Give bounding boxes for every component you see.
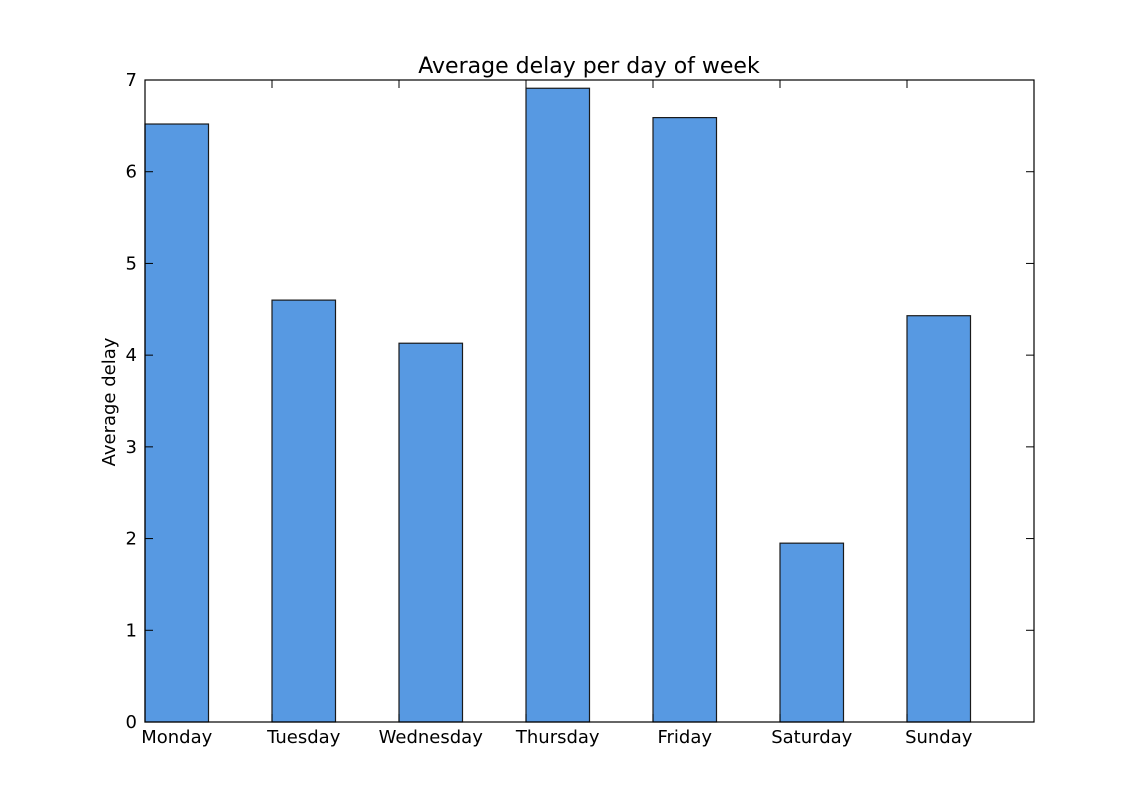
x-tick-label: Monday — [141, 727, 212, 748]
y-tick-label: 3 — [126, 437, 137, 458]
x-tick-label: Thursday — [515, 727, 600, 748]
y-tick-label: 4 — [126, 345, 137, 366]
y-tick-labels: 0 1 2 3 4 5 6 7 — [126, 70, 137, 733]
y-tick-label: 6 — [126, 162, 137, 183]
x-tick-label: Sunday — [905, 727, 973, 748]
x-tick-label: Saturday — [771, 727, 852, 748]
bar-tuesday — [271, 299, 337, 723]
bar-thursday — [525, 87, 591, 723]
bar-sunday — [906, 315, 972, 723]
x-tick-label: Wednesday — [379, 727, 484, 748]
y-tick-label: 1 — [126, 620, 137, 641]
bar-friday — [652, 117, 718, 723]
plot-frame — [144, 79, 1035, 723]
bar-wednesday — [398, 342, 464, 723]
y-tick-label: 7 — [126, 70, 137, 91]
bar-monday — [144, 123, 210, 723]
bars-layer — [144, 87, 972, 723]
y-tick-label: 0 — [126, 712, 137, 733]
y-tick-label: 5 — [126, 253, 137, 274]
y-tick-label: 2 — [126, 529, 137, 550]
x-tick-labels: Monday Tuesday Wednesday Thursday Friday Satu… — [141, 727, 973, 748]
chart-title: Average delay per day of week — [418, 54, 760, 79]
bar-saturday — [779, 542, 845, 723]
x-tick-label: Friday — [657, 727, 712, 748]
y-axis-label: Average delay — [99, 337, 120, 466]
x-tick-label: Tuesday — [266, 727, 341, 748]
